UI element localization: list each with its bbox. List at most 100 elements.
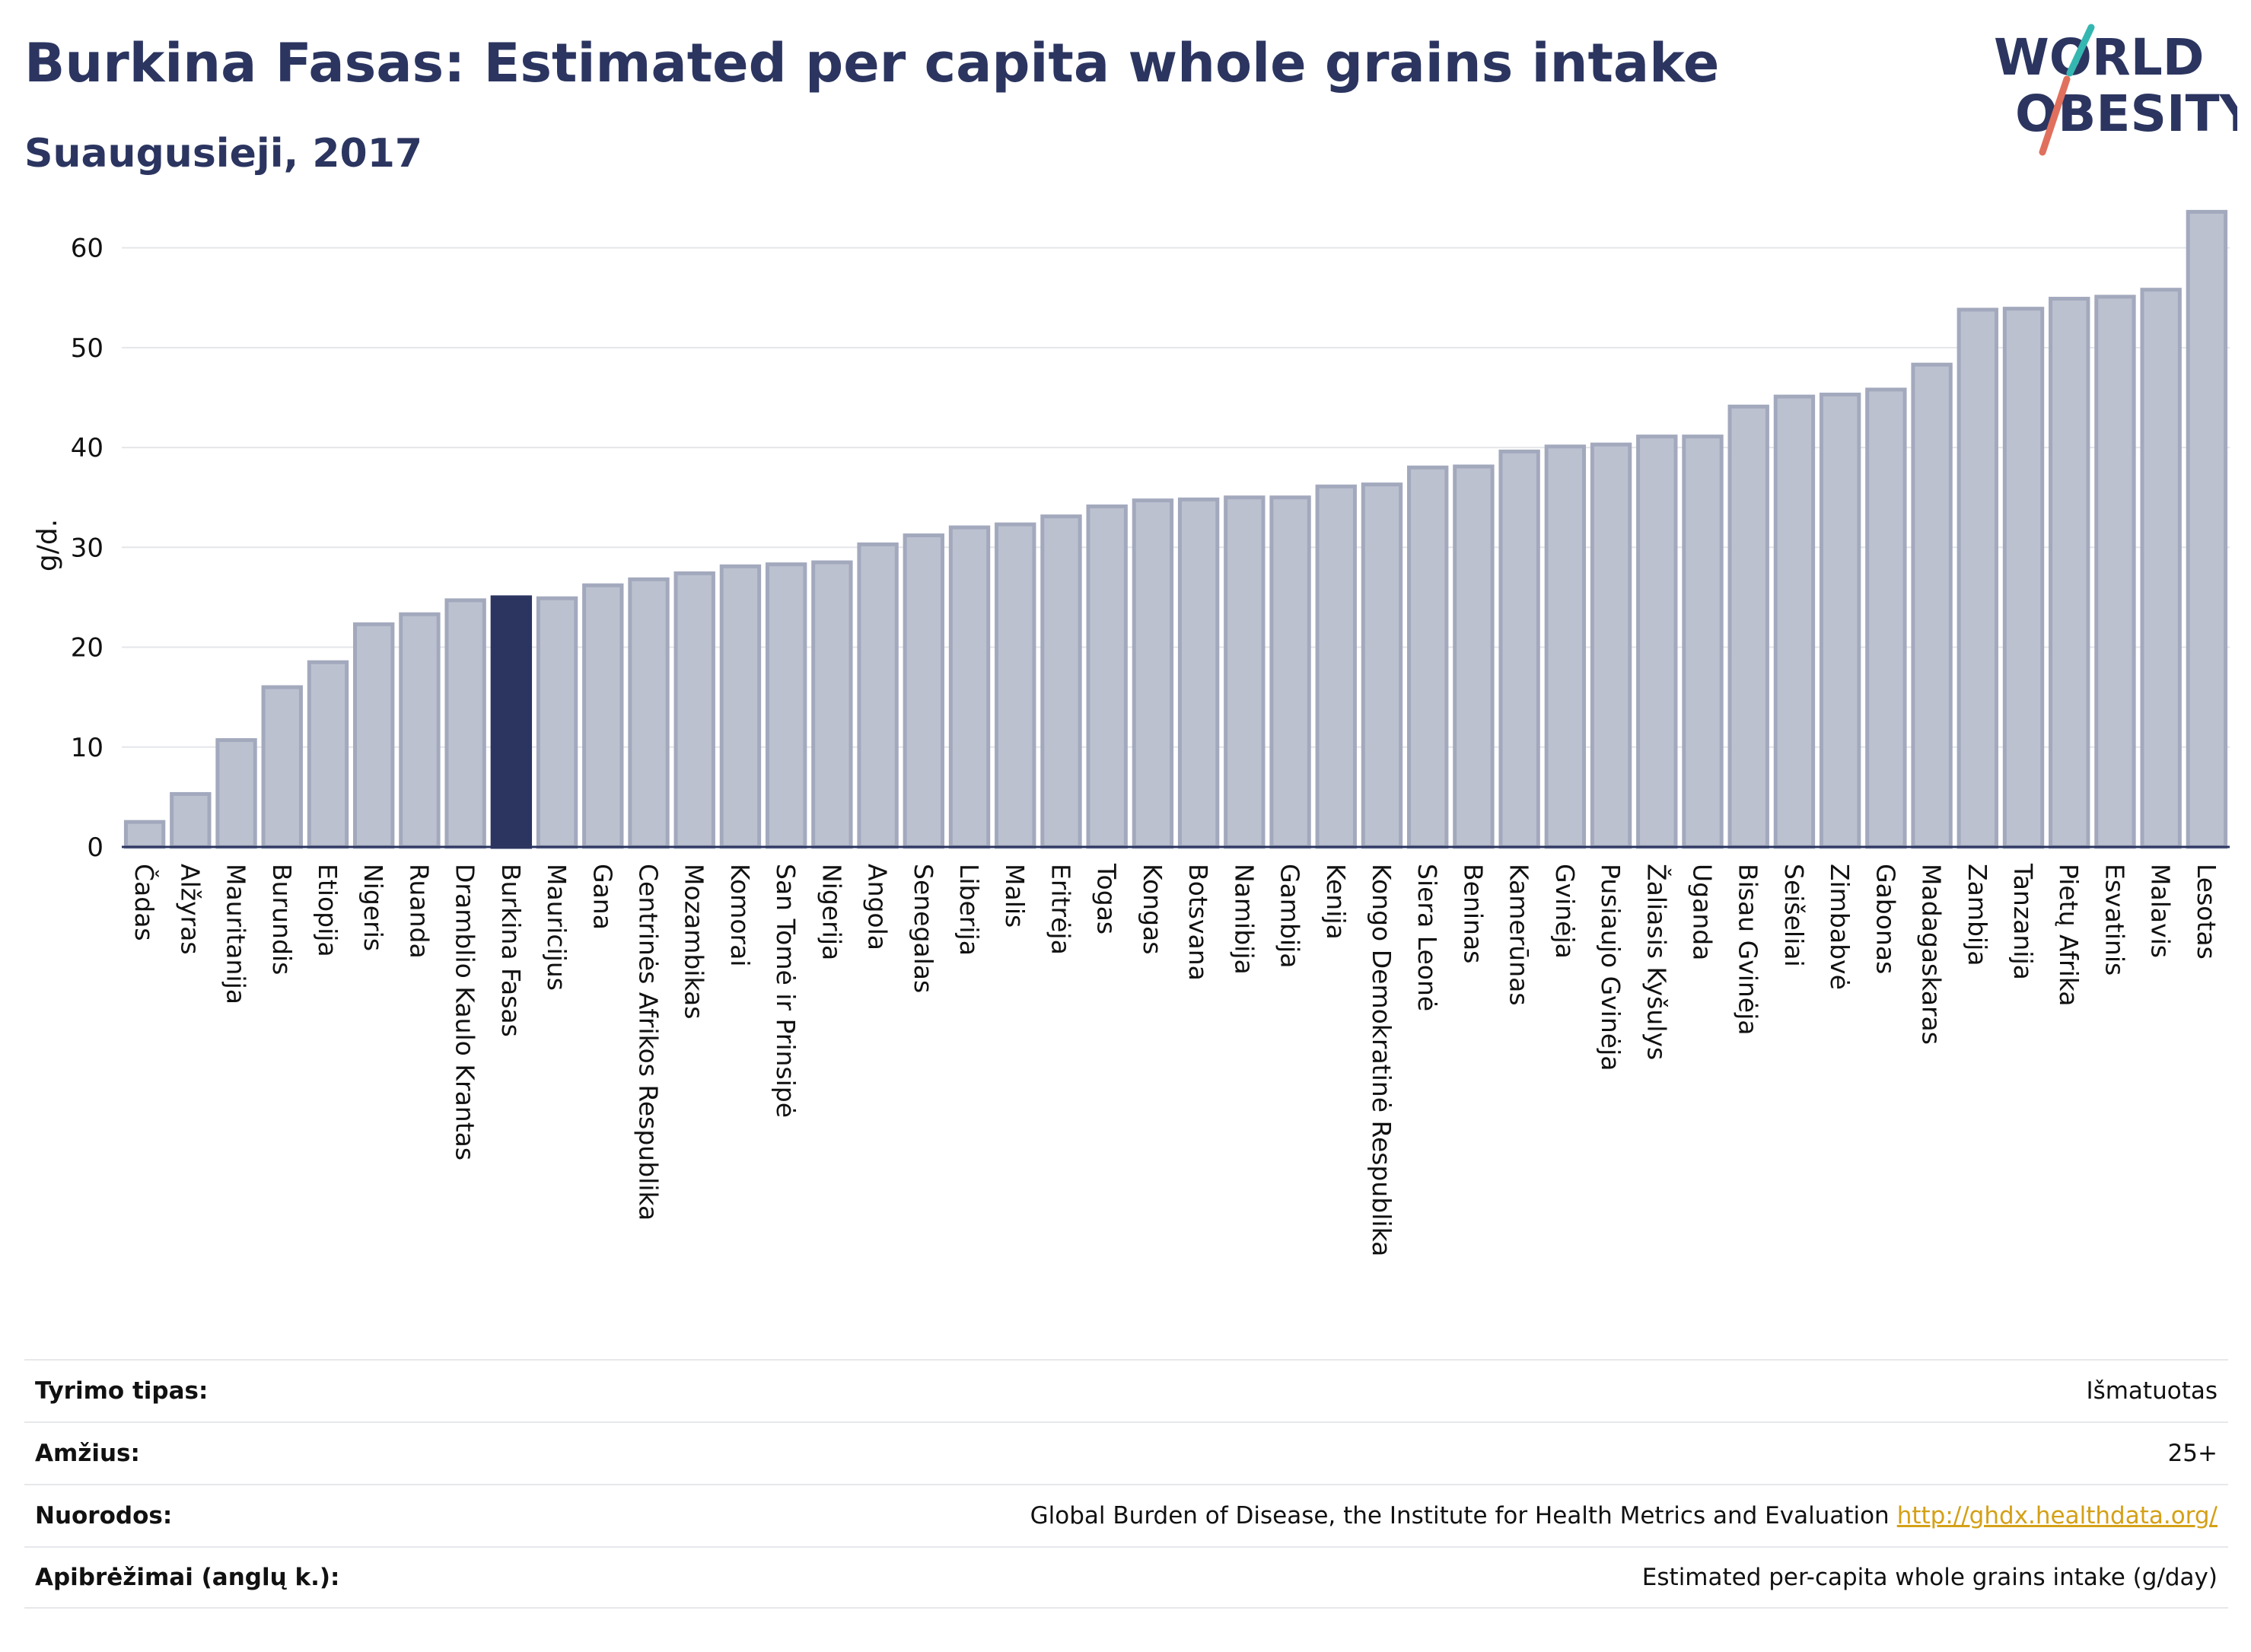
- x-tick-label: Siera Leonė: [1412, 864, 1442, 1011]
- y-tick-label: 20: [71, 633, 103, 664]
- x-tick-label: Madagaskaras: [1917, 864, 1947, 1045]
- x-tick-label: Žaliasis Kyšulys: [1641, 864, 1672, 1060]
- x-tick-label: Bisau Gvinėja: [1734, 864, 1763, 1036]
- y-tick-label: 0: [87, 832, 103, 863]
- meta-value: Išmatuotas: [2086, 1377, 2218, 1405]
- x-axis-labels: Čadas Alžyras Mauritanija Burundis Etiopija N…: [129, 863, 2221, 1256]
- x-tick-label: Nigeris: [358, 864, 388, 951]
- x-tick-label: Etiopija: [313, 864, 342, 957]
- bar: [995, 522, 1036, 849]
- x-tick-label: Gambija: [1275, 864, 1305, 968]
- meta-row: Tyrimo tipas: Išmatuotas: [24, 1359, 2228, 1421]
- world-obesity-logo: WORLD OBESITY: [1994, 24, 2237, 156]
- x-tick-label: Burkina Fasas: [496, 864, 526, 1037]
- x-tick-label: Kongas: [1138, 864, 1167, 954]
- x-tick-label: Burundis: [267, 864, 297, 975]
- x-tick-label: Kenija: [1321, 864, 1351, 940]
- bar: [170, 791, 212, 849]
- bar: [399, 612, 441, 849]
- x-tick-label: Mozambikas: [680, 864, 709, 1019]
- bar: [1361, 482, 1403, 849]
- bar: [2140, 288, 2182, 849]
- x-tick-label: Čadas: [129, 864, 160, 941]
- source-link[interactable]: http://ghdx.healthdata.org/: [1896, 1502, 2218, 1529]
- bar: [1315, 484, 1357, 849]
- x-tick-label: Senegalas: [909, 864, 938, 993]
- x-tick-label: Centrinės Afrikos Respublika: [634, 864, 664, 1221]
- x-tick-label: Liberija: [954, 864, 984, 956]
- bar: [811, 560, 853, 849]
- bar: [1682, 434, 1724, 849]
- bar: [857, 542, 899, 849]
- x-tick-label: Malis: [1000, 864, 1030, 928]
- x-tick-label: Beninas: [1458, 864, 1488, 963]
- bar: [719, 564, 762, 849]
- y-tick-label: 60: [71, 234, 103, 264]
- meta-value: 25+: [2167, 1440, 2218, 1467]
- bar: [1636, 434, 1678, 849]
- y-tick-label: 30: [71, 533, 103, 563]
- bar: [673, 571, 715, 849]
- bar: [1498, 449, 1540, 849]
- x-tick-label: Gvinėja: [1550, 864, 1580, 959]
- bar: [2186, 209, 2228, 849]
- x-tick-label: Tanzanija: [2008, 863, 2038, 980]
- y-tick-label: 40: [71, 433, 103, 463]
- bar: [2094, 294, 2136, 849]
- bar: [1590, 442, 1632, 849]
- bar-chart: 0 10 20 30 40 50 60 Čadas Alžyras Mauritanija Bur…: [32, 209, 2230, 1256]
- meta-row: Nuorodos: Global Burden of Disease, the I…: [24, 1484, 2228, 1546]
- x-tick-label: Mauricijus: [542, 864, 572, 991]
- bar: [1407, 465, 1449, 849]
- meta-row: Apibrėžimai (anglų k.): Estimated per-cap…: [24, 1546, 2228, 1609]
- bar: [1086, 505, 1128, 849]
- x-tick-label: Lesotas: [2192, 864, 2221, 960]
- x-tick-label: Gana: [587, 864, 617, 930]
- y-axis-ticks: 0 10 20 30 40 50 60: [71, 234, 103, 863]
- x-tick-label: Komorai: [725, 864, 755, 966]
- y-axis-label: g/d.: [32, 519, 63, 571]
- x-tick-label: Kongo Demokratinė Respublika: [1367, 864, 1396, 1256]
- y-tick-label: 10: [71, 733, 103, 763]
- y-tick-label: 50: [71, 333, 103, 364]
- meta-key: Tyrimo tipas:: [35, 1377, 209, 1405]
- bar: [261, 685, 303, 849]
- bar: [582, 583, 624, 849]
- x-tick-label: Pietų Afrika: [2054, 864, 2084, 1007]
- chart-subtitle: Suaugusieji, 2017: [24, 131, 423, 177]
- bar: [765, 562, 807, 849]
- bar: [2049, 297, 2090, 849]
- meta-value: Global Burden of Disease, the Institute …: [1030, 1502, 2218, 1529]
- meta-key: Amžius:: [35, 1440, 140, 1467]
- bar: [1956, 307, 1998, 849]
- bar: [1544, 444, 1587, 849]
- meta-value: Estimated per-capita whole grains intake…: [1641, 1564, 2218, 1591]
- bar: [2002, 307, 2045, 849]
- bar: [1453, 464, 1495, 849]
- bars: [123, 209, 2228, 849]
- bar: [1224, 495, 1266, 849]
- x-tick-label: Eritrėja: [1046, 864, 1075, 955]
- bar: [123, 820, 166, 849]
- bar: [1773, 394, 1816, 849]
- bar: [1819, 393, 1861, 849]
- bar: [903, 533, 944, 849]
- bar: [353, 622, 395, 849]
- x-tick-label: Zambija: [1963, 864, 1992, 966]
- meta-key: Nuorodos:: [35, 1502, 173, 1529]
- chart-title: Burkina Fasas: Estimated per capita whol…: [24, 32, 1720, 94]
- bar: [215, 738, 257, 849]
- bar: [1177, 497, 1220, 849]
- x-tick-label: Uganda: [1688, 864, 1718, 960]
- x-tick-label: Angola: [863, 864, 893, 950]
- x-tick-label: Dramblio Kaulo Krantas: [451, 864, 480, 1160]
- bar: [1727, 404, 1769, 849]
- x-tick-label: Ruanda: [404, 864, 434, 959]
- x-tick-label: Pusiaujo Gvinėja: [1596, 864, 1625, 1071]
- bar: [307, 660, 349, 849]
- bar: [444, 598, 486, 849]
- metadata-table: Tyrimo tipas: Išmatuotas Amžius: 25+ Nuorodo…: [24, 1359, 2228, 1609]
- x-tick-label: Nigerija: [817, 864, 846, 960]
- x-tick-label: Esvatinis: [2100, 864, 2129, 976]
- x-tick-label: Seišeliai: [1779, 864, 1809, 967]
